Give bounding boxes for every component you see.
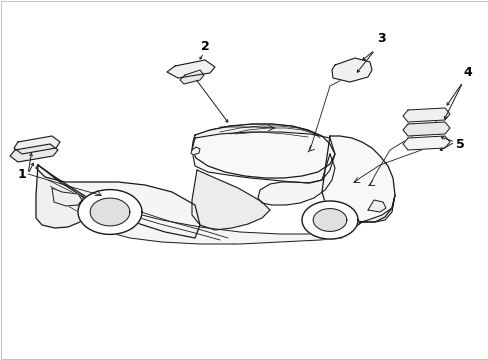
Polygon shape	[192, 124, 334, 178]
Text: 1: 1	[18, 168, 26, 181]
Polygon shape	[38, 165, 235, 244]
Polygon shape	[367, 200, 385, 212]
Polygon shape	[10, 144, 58, 162]
Polygon shape	[38, 128, 394, 240]
Polygon shape	[402, 136, 449, 150]
Polygon shape	[347, 195, 394, 230]
Polygon shape	[313, 208, 346, 231]
Text: 5: 5	[455, 138, 464, 151]
Text: 4: 4	[463, 66, 471, 79]
Polygon shape	[402, 122, 449, 136]
Polygon shape	[331, 58, 371, 82]
Polygon shape	[191, 147, 200, 155]
Polygon shape	[302, 201, 357, 239]
Polygon shape	[192, 170, 269, 230]
Polygon shape	[192, 132, 334, 183]
Polygon shape	[258, 154, 334, 205]
Text: 3: 3	[377, 32, 386, 45]
Polygon shape	[180, 70, 203, 84]
Polygon shape	[402, 108, 449, 122]
Polygon shape	[36, 165, 90, 228]
Polygon shape	[52, 188, 82, 206]
Polygon shape	[14, 136, 60, 154]
Polygon shape	[90, 198, 130, 226]
Polygon shape	[321, 136, 394, 222]
Polygon shape	[36, 165, 200, 238]
Polygon shape	[98, 202, 341, 244]
Polygon shape	[78, 190, 142, 234]
Text: 2: 2	[200, 40, 209, 53]
Polygon shape	[167, 60, 215, 78]
